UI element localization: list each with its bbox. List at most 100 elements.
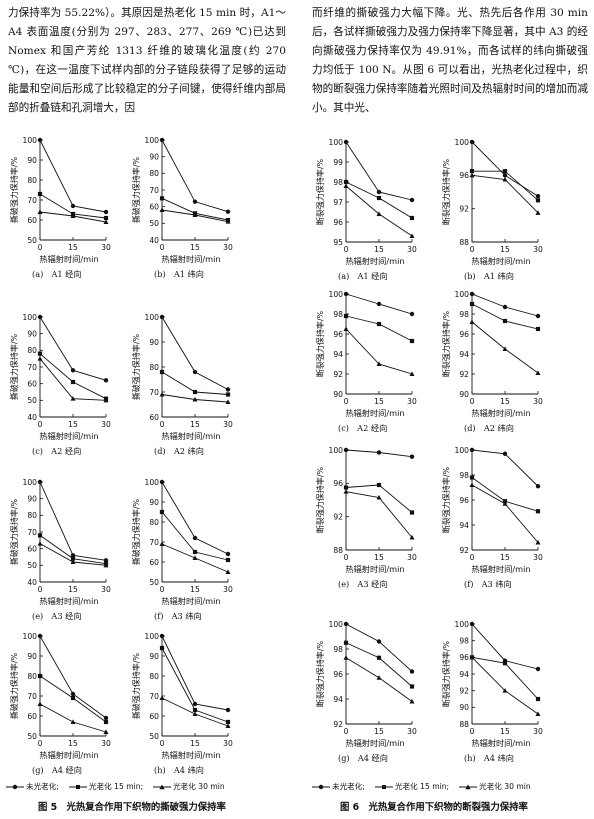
- y-tick-label: 92: [459, 370, 469, 379]
- line-chart: 92 94 96 98 100 0 15 30 断裂强力保持率/% 热辐射时间/min: [312, 612, 422, 764]
- subplot-caption: (a) A1 经向: [32, 268, 82, 280]
- x-tick-label: 30: [407, 553, 417, 562]
- y-tick-label: 100: [455, 138, 470, 147]
- data-point-circle: [160, 634, 164, 638]
- y-tick-label: 90: [459, 390, 469, 399]
- x-tick-label: 15: [190, 739, 200, 748]
- series-line-3: [472, 485, 538, 543]
- data-point-square: [503, 319, 507, 323]
- x-tick-label: 30: [101, 243, 111, 252]
- y-axis-label: 断裂强力保持率/%: [315, 466, 325, 533]
- data-point-circle: [344, 622, 348, 626]
- data-point-square: [193, 390, 197, 394]
- legend-line-marker-circle: [312, 783, 330, 791]
- legend-label-s3: 光老化 30 min: [479, 781, 531, 792]
- y-tick-label: 40: [149, 236, 159, 245]
- legend-item-s2: 光老化 15 min;: [69, 781, 143, 792]
- y-tick-label: 100: [23, 136, 38, 145]
- y-tick-label: 60: [27, 379, 37, 388]
- x-tick-label: 0: [38, 420, 43, 429]
- x-axis-label: 热辐射时间/min: [39, 596, 98, 606]
- y-axis-label: 断裂强力保持率/%: [441, 640, 451, 707]
- data-point-circle: [470, 292, 474, 296]
- line-chart: 60 70 80 90 100 0 15 30 撕破强力保持率/% 热辐射时间/min: [128, 305, 238, 457]
- series-line-3: [472, 657, 538, 714]
- y-axis-label: 撕破强力保持率/%: [9, 156, 19, 223]
- y-tick-label: 60: [149, 202, 159, 211]
- y-axis-label: 断裂强力保持率/%: [315, 158, 325, 225]
- data-point-triangle: [38, 541, 43, 546]
- y-tick-label: 90: [27, 156, 37, 165]
- y-tick-label: 100: [455, 290, 470, 299]
- data-point-square: [71, 696, 75, 700]
- data-point-triangle: [38, 701, 43, 706]
- data-point-square: [536, 198, 540, 202]
- subplot-caption: (f) A3 纬向: [464, 578, 512, 590]
- y-tick-label: 80: [27, 176, 37, 185]
- y-tick-label: 70: [27, 692, 37, 701]
- subplot-caption: (e) A3 经向: [338, 578, 388, 590]
- right-text-column: 而纤维的撕破强力大幅下降。光、热先后各作用 30 min 后，各试样撕破强力及强…: [312, 4, 588, 118]
- y-tick-label: 80: [149, 518, 159, 527]
- data-point-square: [344, 641, 348, 645]
- data-point-triangle: [38, 209, 43, 214]
- x-tick-label: 15: [190, 585, 200, 594]
- y-axis-label: 撕破强力保持率/%: [131, 498, 141, 565]
- x-tick-label: 0: [470, 553, 475, 562]
- data-point-circle: [377, 302, 381, 306]
- data-point-circle: [160, 315, 164, 319]
- y-axis-label: 断裂强力保持率/%: [441, 310, 451, 377]
- x-tick-label: 30: [407, 397, 417, 406]
- subplot-caption: (f) A3 纬向: [154, 610, 202, 622]
- data-point-triangle: [71, 719, 76, 724]
- y-tick-label: 92: [459, 686, 469, 695]
- y-tick-label: 80: [149, 672, 159, 681]
- data-point-square: [377, 483, 381, 487]
- legend-item-s1: 未光老化;: [6, 781, 59, 792]
- x-tick-label: 15: [374, 245, 384, 254]
- data-point-triangle: [470, 482, 475, 487]
- line-chart: 92 94 96 98 100 0 15 30 断裂强力保持率/% 热辐射时间/min: [438, 438, 548, 590]
- data-point-circle: [38, 480, 42, 484]
- series-line-3: [40, 704, 106, 732]
- y-tick-label: 50: [149, 219, 159, 228]
- y-tick-label: 96: [333, 330, 343, 339]
- y-tick-label: 80: [27, 511, 37, 520]
- y-tick-label: 88: [333, 546, 343, 555]
- line-chart: 90929496981000 15 30断裂强力保持率/%热辐射时间/min: [438, 282, 548, 434]
- data-point-square: [410, 684, 414, 688]
- y-tick-label: 50: [149, 732, 159, 741]
- x-tick-label: 15: [190, 420, 200, 429]
- x-tick-label: 15: [68, 420, 78, 429]
- data-point-circle: [71, 368, 75, 372]
- y-tick-label: 97: [333, 198, 343, 207]
- y-tick-label: 40: [27, 413, 37, 422]
- y-axis-label: 撕破强力保持率/%: [9, 333, 19, 400]
- y-tick-label: 96: [333, 218, 343, 227]
- data-point-square: [377, 656, 381, 660]
- y-tick-label: 96: [333, 479, 343, 488]
- data-point-circle: [344, 140, 348, 144]
- y-tick-label: 40: [27, 578, 37, 587]
- series-line-2: [472, 478, 538, 512]
- y-axis-label: 断裂强力保持率/%: [441, 466, 451, 533]
- x-tick-label: 30: [223, 739, 233, 748]
- y-tick-label: 99: [333, 158, 343, 167]
- data-point-triangle: [536, 711, 541, 716]
- subplot-caption: (g) A4 经向: [338, 752, 388, 764]
- left-paragraph: 力保持率为 55.22%）。其原因是热老化 15 min 时，A1～A4 表面温…: [8, 4, 286, 118]
- y-tick-label: 60: [27, 712, 37, 721]
- x-tick-label: 30: [533, 397, 543, 406]
- data-point-circle: [160, 480, 164, 484]
- x-tick-label: 15: [500, 397, 510, 406]
- x-axis-label: 热辐射时间/min: [345, 738, 404, 748]
- x-tick-label: 0: [470, 245, 475, 254]
- data-point-circle: [71, 692, 75, 696]
- y-tick-label: 60: [27, 216, 37, 225]
- subplot-caption: (g) A4 经向: [32, 764, 82, 776]
- x-tick-label: 0: [38, 585, 43, 594]
- series-line-2: [346, 643, 412, 687]
- y-tick-label: 100: [145, 478, 160, 487]
- x-tick-label: 30: [223, 420, 233, 429]
- y-tick-label: 70: [149, 186, 159, 195]
